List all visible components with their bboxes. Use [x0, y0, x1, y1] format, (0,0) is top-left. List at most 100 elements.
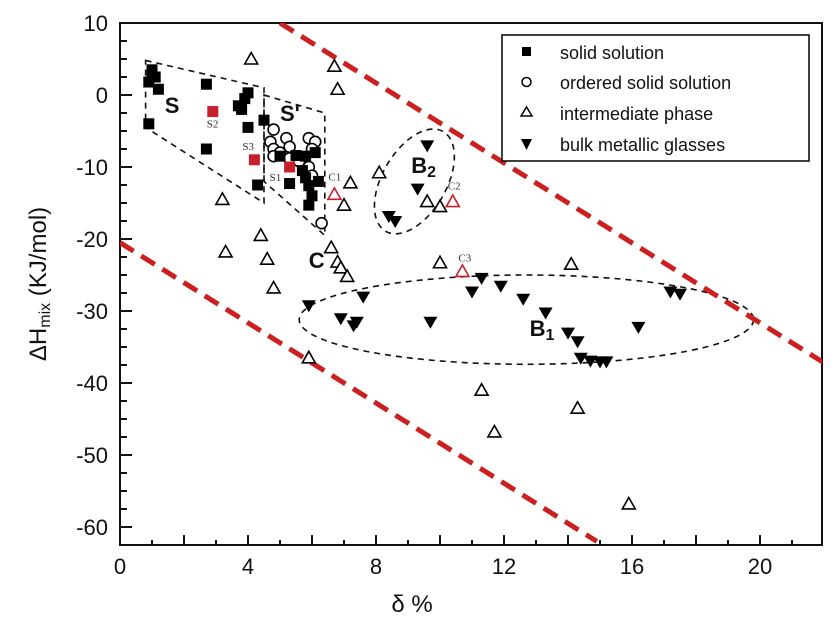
intermediate-phase-point	[265, 279, 282, 294]
bulk-metallic-glasses-point	[673, 288, 687, 301]
annotated-point-c2	[444, 193, 461, 208]
annotation-c2: C2	[448, 181, 461, 193]
annotated-point-c1	[326, 186, 343, 201]
annotated-point-s1	[284, 161, 296, 173]
bulk-metallic-glasses-point	[420, 140, 435, 153]
y-tick-label: 0	[96, 83, 108, 108]
bulk-metallic-glasses-point	[516, 293, 531, 306]
intermediate-phase-point	[252, 227, 269, 242]
legend-intermediate-phase-label: intermediate phase	[560, 104, 713, 124]
x-tick-label: 12	[492, 554, 516, 579]
solid-solution-point	[242, 87, 254, 99]
intermediate-phase-point	[419, 193, 436, 208]
y-tick-label: -50	[76, 443, 108, 468]
intermediate-phase-point	[342, 174, 359, 189]
solid-solution-point	[239, 93, 251, 105]
y-axis-title-sub: mix	[37, 303, 54, 328]
intermediate-phase-point	[432, 198, 448, 213]
solid-solution-point	[146, 67, 158, 79]
boundary-line-2	[120, 240, 599, 544]
intermediate-phase-point	[217, 243, 234, 258]
annotation-s1: S1	[270, 172, 282, 184]
solid-solution-point	[312, 175, 324, 187]
solid-solution-point	[200, 143, 212, 155]
region-labels: S S' C B1 B2	[165, 93, 555, 344]
intermediate-phase-point	[300, 349, 317, 364]
legend-ordered-solid-solution-label: ordered solid solution	[560, 73, 731, 93]
annotated-point-s2	[207, 106, 219, 118]
legend-intermediate-phase-marker-icon	[519, 105, 534, 117]
x-tick-label: 8	[370, 554, 382, 579]
bulk-metallic-glasses-point	[570, 336, 585, 349]
bulk-metallic-glasses-point	[301, 300, 316, 313]
solid-solution-point	[303, 180, 315, 192]
y-tick-label: -10	[76, 155, 108, 180]
bulk-metallic-glasses-point	[465, 286, 479, 299]
solid-solution-point	[309, 147, 321, 159]
region-label-b1: B1	[530, 316, 555, 344]
solid-solution-point	[143, 76, 155, 88]
data-points	[143, 50, 687, 510]
legend-box	[501, 34, 810, 162]
intermediate-phase-point	[339, 268, 356, 283]
solid-solution-point	[252, 179, 264, 191]
bulk-metallic-glasses-point	[631, 321, 646, 334]
intermediate-phase-point	[332, 259, 349, 274]
intermediate-phase-point	[214, 191, 231, 206]
intermediate-phase-point	[432, 254, 448, 269]
legend: solid solution ordered solid solution in…	[501, 34, 810, 162]
y-tick-label: 10	[84, 11, 108, 36]
x-axis-ticks: 0 4 8 12 16 20	[114, 535, 793, 579]
annotation-s2: S2	[207, 119, 219, 131]
solid-solution-point	[143, 118, 155, 130]
legend-solid-solution-marker-icon	[522, 47, 531, 56]
region-b1-outline	[298, 274, 755, 366]
ordered-solid-solution-point	[267, 123, 280, 136]
region-s-outline	[144, 59, 265, 205]
bulk-metallic-glasses-point	[538, 307, 553, 320]
y-axis-title: ΔHmix (KJ/mol)	[25, 207, 54, 361]
annotated-point-c3	[454, 263, 471, 278]
intermediate-phase-point	[323, 239, 340, 254]
intermediate-phase-point	[371, 164, 388, 179]
annotated-point-s3	[248, 154, 260, 166]
x-tick-label: 4	[242, 554, 254, 579]
solid-solution-point	[306, 190, 318, 202]
bulk-metallic-glasses-point	[333, 313, 348, 326]
region-label-s-prime: S'	[280, 101, 300, 126]
solid-solution-point	[300, 150, 312, 162]
legend-ordered-solid-solution-marker-icon	[521, 76, 532, 88]
solid-solution-point	[274, 150, 286, 162]
y-tick-label: -40	[76, 371, 108, 396]
bulk-metallic-glasses-point	[561, 327, 575, 340]
y-axis-title-unit: (KJ/mol)	[25, 207, 52, 303]
boundary-line-1	[278, 23, 822, 365]
intermediate-phase-point	[329, 81, 346, 96]
intermediate-phase-point	[259, 251, 276, 265]
region-label-b2: B2	[411, 153, 436, 181]
intermediate-phase-point	[326, 58, 343, 72]
bulk-metallic-glasses-point	[423, 316, 438, 329]
region-label-s: S	[165, 93, 180, 118]
bulk-metallic-glasses-point	[349, 316, 364, 329]
y-axis-ticks: 10 0 -10 -20 -30 -40 -50 -60	[76, 11, 132, 540]
x-axis-title: δ %	[391, 591, 432, 618]
bulk-metallic-glasses-point	[356, 291, 371, 304]
solid-solution-point	[242, 121, 254, 133]
intermediate-phase-point	[620, 495, 637, 510]
x-tick-label: 20	[748, 554, 772, 579]
solid-solution-point	[296, 165, 308, 177]
annotation-c3: C3	[458, 252, 471, 264]
solid-solution-point	[284, 178, 296, 190]
solid-solution-point	[236, 103, 248, 115]
bulk-metallic-glasses-point	[474, 272, 489, 285]
solid-solution-point	[303, 199, 315, 211]
intermediate-phase-point	[336, 197, 352, 211]
solid-solution-point	[152, 83, 164, 95]
intermediate-phase-point	[243, 50, 260, 65]
annotation-c1: C1	[328, 171, 341, 183]
x-tick-label: 0	[114, 554, 126, 579]
y-tick-label: -60	[76, 515, 108, 540]
y-tick-label: -20	[76, 227, 108, 252]
